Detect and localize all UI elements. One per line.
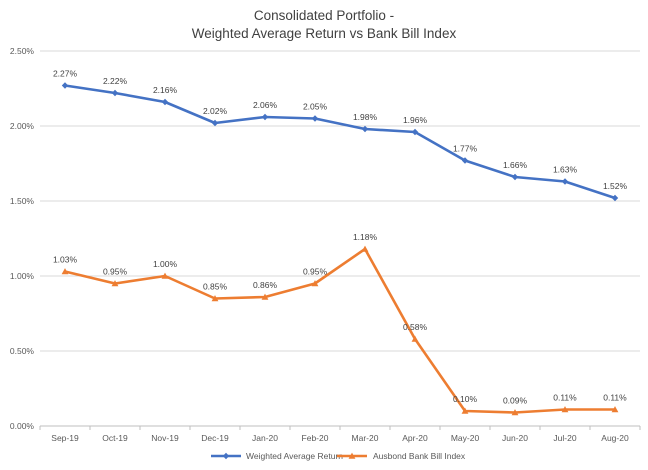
data-label: 2.22%	[103, 76, 128, 86]
x-tick-label: Jul-20	[553, 433, 576, 443]
chart-title-line1: Consolidated Portfolio -	[254, 8, 394, 23]
x-tick-label: Jun-20	[502, 433, 528, 443]
x-tick-label: Apr-20	[402, 433, 428, 443]
series-line	[64, 247, 615, 414]
y-tick-label: 2.50%	[10, 46, 35, 56]
data-label: 2.27%	[53, 69, 78, 79]
y-tick-label: 2.00%	[10, 121, 35, 131]
data-point	[311, 115, 319, 122]
data-label: 2.06%	[253, 100, 278, 110]
data-label: 2.16%	[153, 85, 178, 95]
data-point	[411, 128, 419, 136]
series-weighted-average-return: 2.27% 2.22% 2.16% 2.02% 2.06% 2.05% 1.98% 1.96%…	[53, 69, 628, 202]
data-label: 1.77%	[453, 144, 478, 154]
data-point	[61, 268, 69, 275]
x-tick-label: Nov-19	[151, 433, 179, 443]
x-tick-label: Jan-20	[252, 433, 278, 443]
y-tick-label: 1.50%	[10, 196, 35, 206]
data-label: 2.02%	[203, 106, 228, 116]
data-label: 1.18%	[353, 232, 378, 242]
x-tick-label: Feb-20	[302, 433, 329, 443]
y-tick-label: 1.00%	[10, 271, 35, 281]
data-point	[611, 406, 619, 413]
data-label: 0.85%	[203, 282, 228, 292]
data-label: 1.00%	[153, 259, 178, 269]
data-point	[511, 409, 519, 416]
legend-item: Weighted Average Return	[211, 451, 343, 461]
data-point	[161, 98, 169, 106]
data-point	[111, 280, 119, 287]
x-tick-label: May-20	[451, 433, 480, 443]
data-point	[211, 119, 219, 127]
legend: Weighted Average Return Ausbond Bank Bill…	[211, 451, 466, 461]
data-label: 1.66%	[503, 160, 528, 170]
data-label: 1.98%	[353, 112, 378, 122]
y-tick-label: 0.50%	[10, 346, 35, 356]
data-label: 1.52%	[603, 181, 628, 191]
data-label: 0.95%	[103, 267, 128, 277]
series-group: 2.27% 2.22% 2.16% 2.02% 2.06% 2.05% 1.98% 1.96%…	[53, 69, 628, 416]
data-label: 0.10%	[453, 394, 478, 404]
data-point	[561, 406, 569, 413]
data-point	[61, 82, 69, 89]
data-label: 0.11%	[553, 393, 577, 403]
data-point	[411, 335, 419, 342]
x-tick-label: Dec-19	[201, 433, 229, 443]
y-axis: 0.00% 0.50% 1.00% 1.50% 2.00% 2.50%	[10, 46, 35, 431]
series-line	[64, 84, 616, 200]
y-tick-label: 0.00%	[10, 421, 35, 431]
data-label: 1.63%	[553, 165, 578, 175]
chart-title-line2: Weighted Average Return vs Bank Bill Ind…	[192, 26, 457, 41]
data-point	[348, 452, 356, 459]
data-point	[461, 157, 469, 164]
data-point	[261, 293, 269, 300]
data-point	[261, 113, 269, 121]
data-point	[111, 89, 119, 97]
data-point	[311, 280, 319, 287]
data-label: 0.11%	[603, 393, 627, 403]
data-point	[561, 178, 569, 185]
x-tick-label: Sep-19	[51, 433, 79, 443]
gridlines	[40, 50, 640, 352]
data-point	[361, 125, 369, 133]
data-label: 0.58%	[403, 322, 428, 332]
data-label: 1.03%	[53, 255, 78, 265]
legend-label: Weighted Average Return	[246, 451, 343, 461]
data-label: 0.95%	[303, 267, 328, 277]
data-point	[511, 173, 519, 181]
data-point	[211, 295, 219, 302]
series-ausbond-bank-bill-index: 1.03% 0.95% 1.00% 0.85% 0.86% 0.95% 1.18% 0.58%…	[53, 232, 627, 416]
data-label: 1.96%	[403, 115, 428, 125]
x-tick-label: Mar-20	[352, 433, 379, 443]
data-label: 0.86%	[253, 280, 278, 290]
data-point	[611, 194, 619, 202]
x-tick-label: Oct-19	[102, 433, 128, 443]
data-point	[161, 272, 169, 279]
x-axis: Sep-19 Oct-19 Nov-19 Dec-19 Jan-20 Feb-20 Mar-…	[39, 425, 641, 443]
data-point	[361, 245, 369, 252]
data-label: 2.05%	[303, 102, 328, 112]
data-label: 0.09%	[503, 396, 528, 406]
x-tick-label: Aug-20	[601, 433, 629, 443]
legend-item: Ausbond Bank Bill Index	[337, 451, 466, 461]
legend-label: Ausbond Bank Bill Index	[373, 451, 466, 461]
data-point	[461, 407, 469, 414]
data-point	[222, 452, 230, 460]
